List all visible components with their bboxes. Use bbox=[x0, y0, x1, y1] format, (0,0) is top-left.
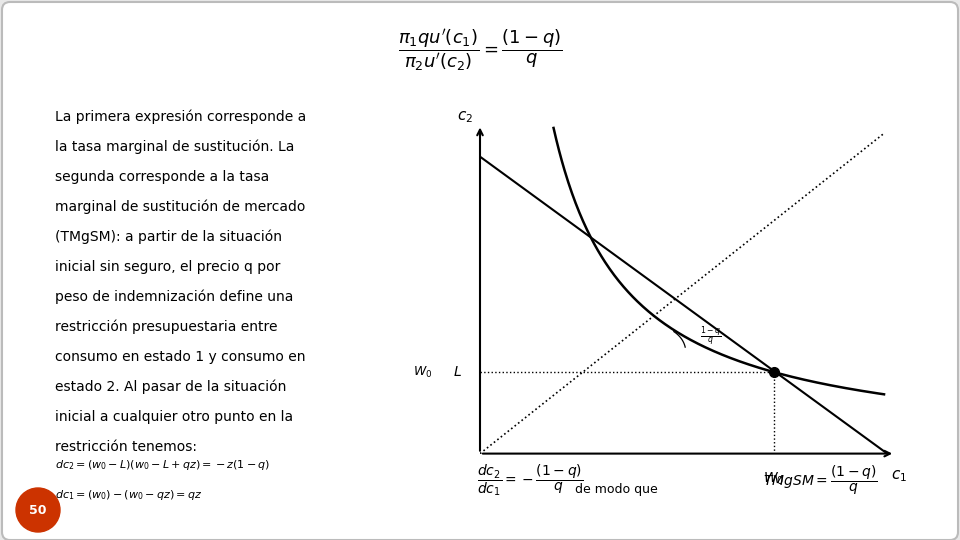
Text: 50: 50 bbox=[29, 503, 47, 516]
Text: $c_1$: $c_1$ bbox=[891, 468, 907, 484]
Text: estado 2. Al pasar de la situación: estado 2. Al pasar de la situación bbox=[55, 380, 286, 395]
Text: $TMgSM = \dfrac{(1-q)}{q}$: $TMgSM = \dfrac{(1-q)}{q}$ bbox=[763, 463, 877, 497]
Text: La primera expresión corresponde a: La primera expresión corresponde a bbox=[55, 110, 306, 125]
Text: peso de indemnización define una: peso de indemnización define una bbox=[55, 290, 294, 305]
Text: restricción tenemos:: restricción tenemos: bbox=[55, 440, 197, 454]
Text: $dc_2 = (w_0 - L)(w_0 - L + qz) = -z(1-q)$: $dc_2 = (w_0 - L)(w_0 - L + qz) = -z(1-q… bbox=[55, 458, 270, 472]
Text: inicial sin seguro, el precio q por: inicial sin seguro, el precio q por bbox=[55, 260, 280, 274]
Text: segunda corresponde a la tasa: segunda corresponde a la tasa bbox=[55, 170, 269, 184]
Text: restricción presupuestaria entre: restricción presupuestaria entre bbox=[55, 320, 277, 334]
Text: inicial a cualquier otro punto en la: inicial a cualquier otro punto en la bbox=[55, 410, 293, 424]
Text: $c_2$: $c_2$ bbox=[457, 109, 473, 125]
Text: consumo en estado 1 y consumo en: consumo en estado 1 y consumo en bbox=[55, 350, 305, 364]
Text: $dc_1 = (w_0) - (w_0 - qz) = qz$: $dc_1 = (w_0) - (w_0 - qz) = qz$ bbox=[55, 488, 203, 502]
Text: (TMgSM): a partir de la situación: (TMgSM): a partir de la situación bbox=[55, 230, 282, 245]
Text: $\dfrac{dc_2}{dc_1} = -\dfrac{(1-q)}{q}$: $\dfrac{dc_2}{dc_1} = -\dfrac{(1-q)}{q}$ bbox=[477, 462, 583, 498]
Text: $L$: $L$ bbox=[453, 365, 462, 379]
Text: $W_0$: $W_0$ bbox=[413, 364, 432, 380]
Text: de modo que: de modo que bbox=[575, 483, 658, 496]
Text: $\dfrac{\pi_1 q u'(c_1)}{\pi_2 u'(c_2)} = \dfrac{(1-q)}{q}$: $\dfrac{\pi_1 q u'(c_1)}{\pi_2 u'(c_2)} … bbox=[397, 27, 563, 73]
Circle shape bbox=[16, 488, 60, 532]
Text: la tasa marginal de sustitución. La: la tasa marginal de sustitución. La bbox=[55, 140, 295, 154]
Text: $W_0$: $W_0$ bbox=[763, 471, 784, 488]
Text: marginal de sustitución de mercado: marginal de sustitución de mercado bbox=[55, 200, 305, 214]
Text: $\frac{1-q}{q}$: $\frac{1-q}{q}$ bbox=[701, 325, 722, 349]
